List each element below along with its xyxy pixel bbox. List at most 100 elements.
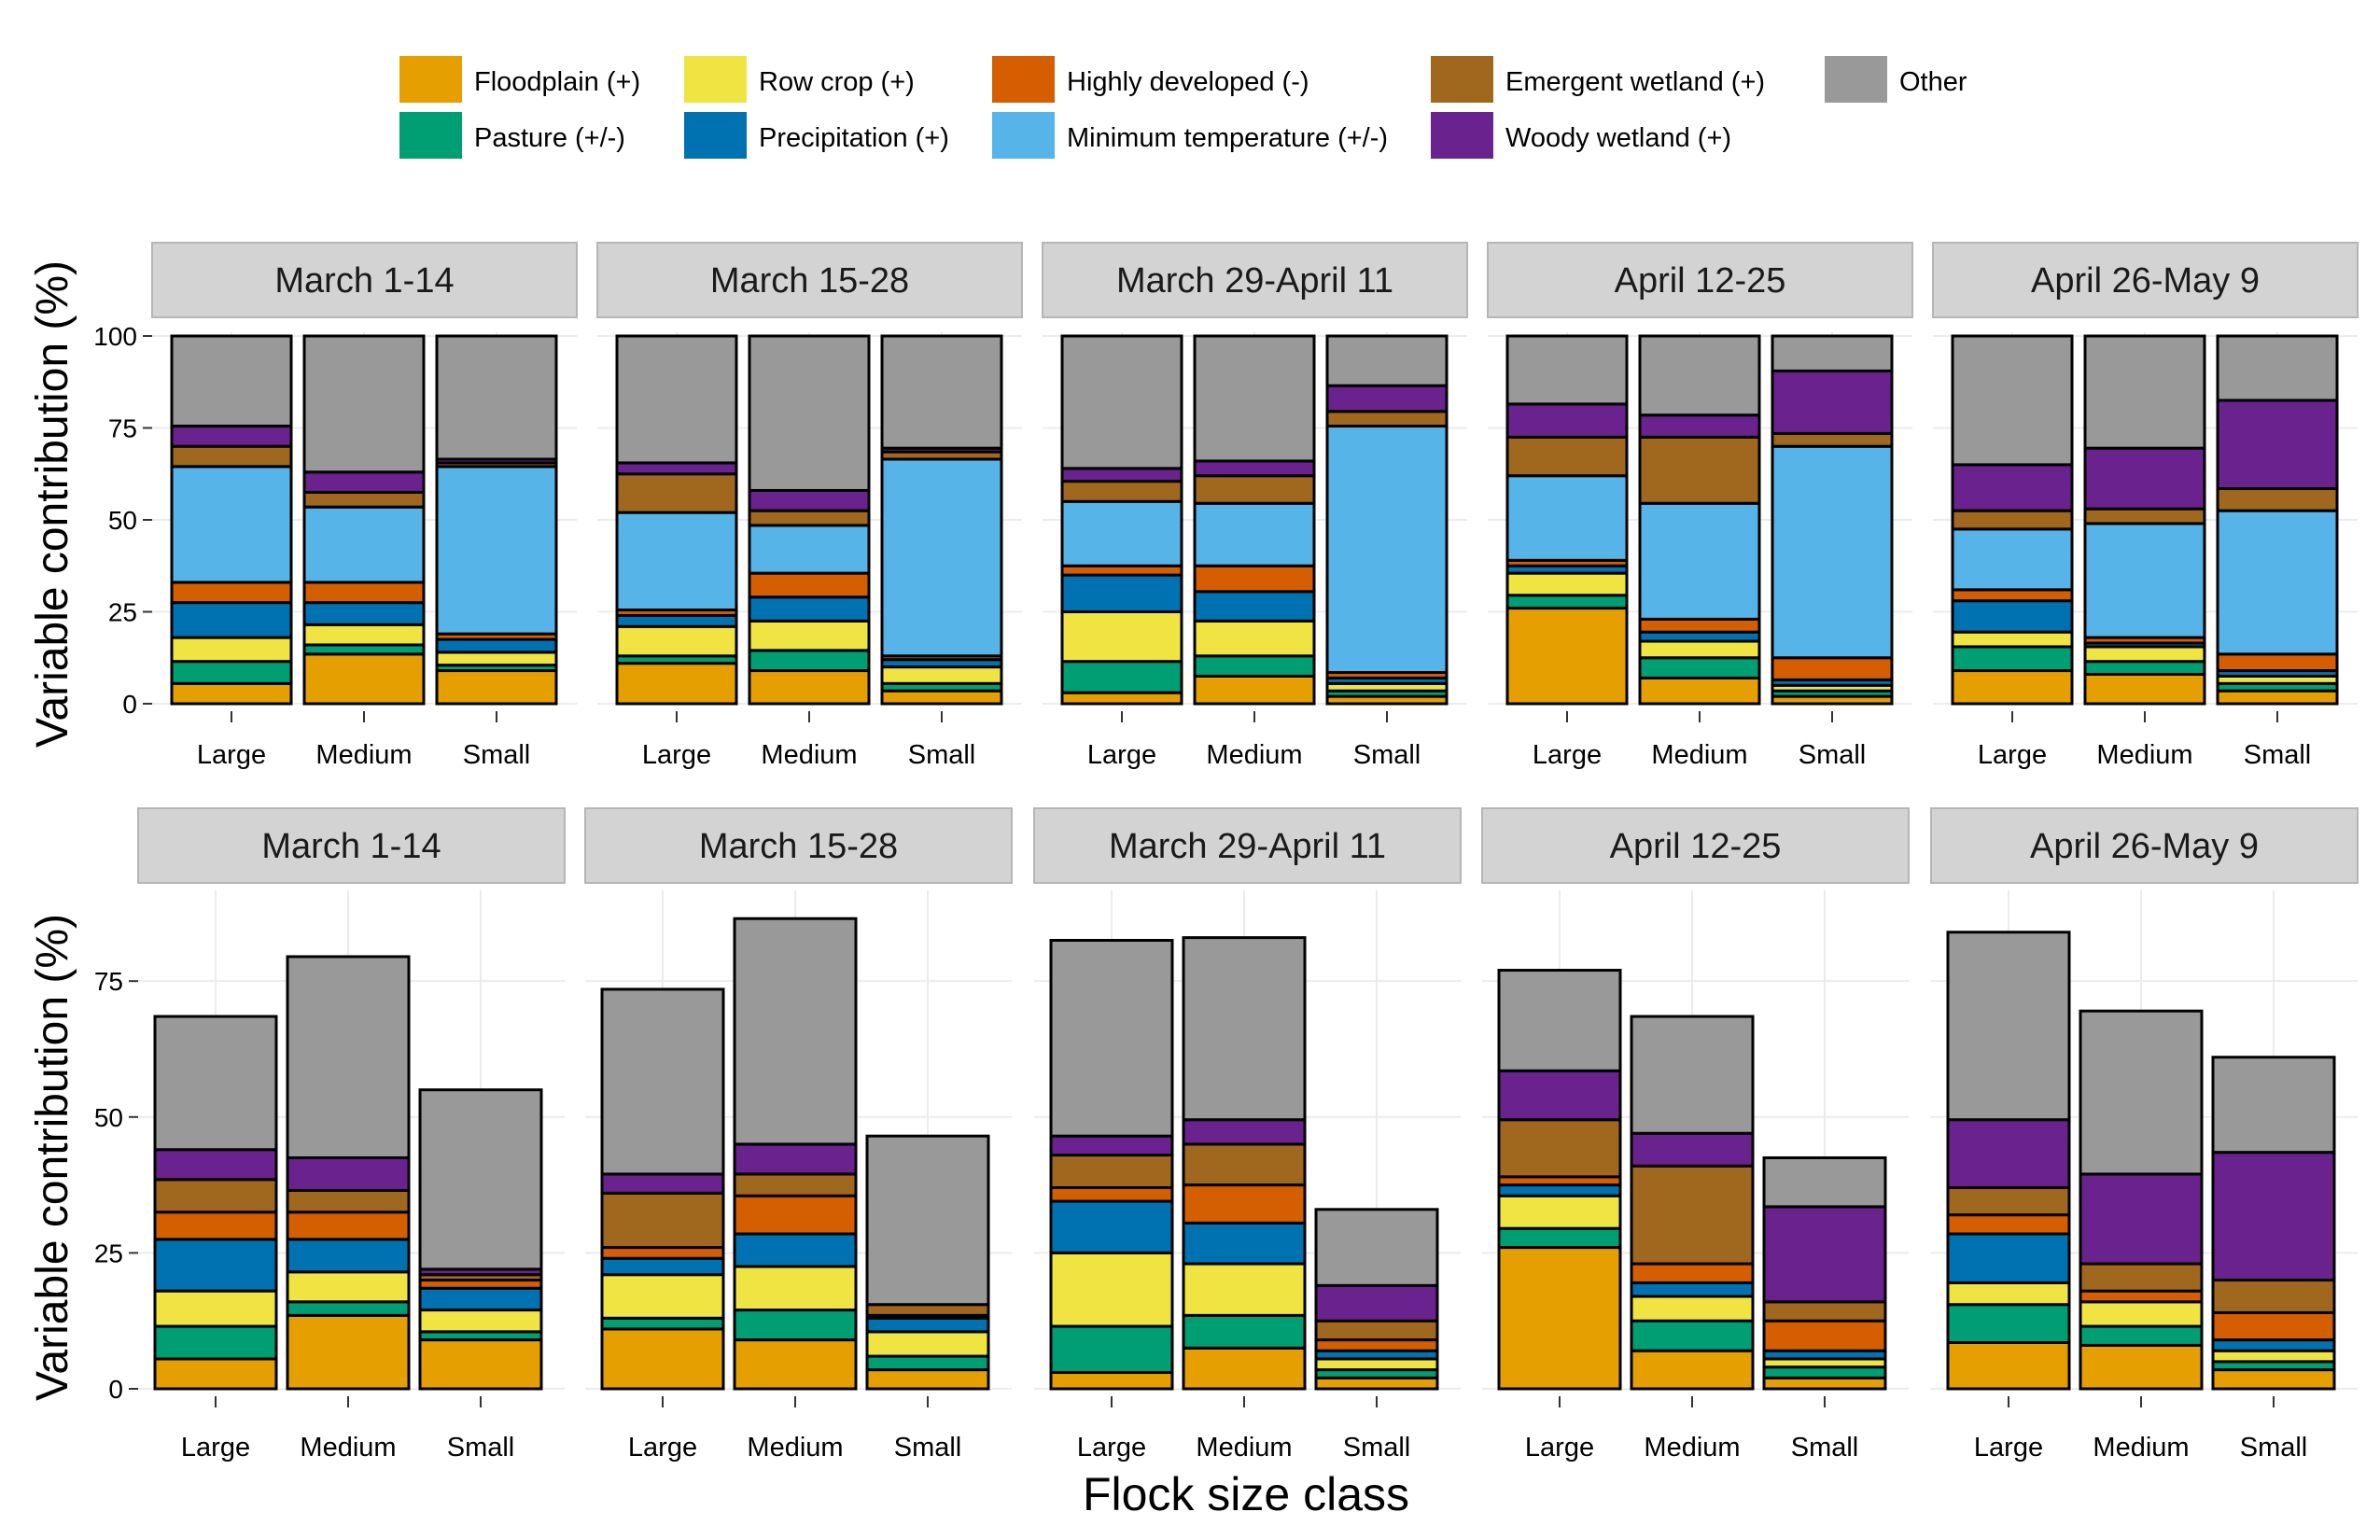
- bar-segment-emergent: [1193, 474, 1316, 505]
- bar-segment-mintemp: [1325, 425, 1449, 675]
- bar-segment-other: [1638, 334, 1761, 417]
- bar-segment-rowcrop: [865, 1330, 990, 1358]
- bar-segment-precip: [1049, 1199, 1174, 1254]
- legend-swatch-precip: [684, 112, 747, 159]
- x-tick-label: Small: [1343, 1433, 1411, 1463]
- legend-label-other: Other: [1899, 67, 1967, 97]
- bar-segment-highdev: [170, 581, 293, 605]
- bar-segment-floodplain: [1182, 1346, 1307, 1391]
- bar-segment-mintemp: [1505, 474, 1629, 562]
- bar-segment-emergent: [865, 1303, 990, 1317]
- bar-segment-pasture: [1505, 594, 1629, 610]
- bar-segment-woody: [600, 1172, 725, 1195]
- bar-segment-woody: [1314, 1283, 1439, 1323]
- bar-segment-highdev: [1638, 617, 1761, 634]
- bar-segment-emergent: [1497, 1118, 1622, 1179]
- x-tick-label: Medium: [315, 740, 412, 770]
- panel-title: March 1-14: [274, 261, 454, 301]
- legend-label-woody: Woody wetland (+): [1505, 123, 1731, 153]
- x-tick-label: Large: [1978, 740, 2047, 770]
- bar-segment-woody: [1325, 384, 1449, 413]
- bar-segment-pasture: [1762, 1365, 1887, 1379]
- bar-segment-woody: [2211, 1151, 2336, 1282]
- y-axis-label-bottom: Variable contribution (%): [28, 914, 77, 1401]
- bar-segment-rowcrop: [170, 636, 293, 664]
- bar-segment-pasture: [733, 1309, 858, 1342]
- bar-segment-floodplain: [733, 1338, 858, 1391]
- bar-segment-pasture: [1049, 1324, 1174, 1375]
- bar-segment-highdev: [1314, 1338, 1439, 1352]
- bar-segment-precip: [615, 613, 738, 628]
- bar-segment-woody: [1951, 463, 2074, 512]
- bar-segment-woody: [1497, 1069, 1622, 1122]
- bar-segment-floodplain: [153, 1357, 278, 1391]
- panel-strip: [137, 807, 566, 884]
- y-tick-label: 0: [122, 690, 137, 719]
- bar-segment-highdev: [153, 1211, 278, 1241]
- x-tick-label: Large: [1533, 740, 1602, 770]
- x-tick-label: Large: [197, 740, 266, 770]
- bar-segment-rowcrop: [1505, 571, 1629, 597]
- bar-segment-mintemp: [1193, 501, 1316, 567]
- x-tick-label: Small: [2244, 740, 2312, 770]
- y-tick-label: 75: [108, 414, 137, 443]
- bar-segment-other: [733, 917, 858, 1146]
- bar-segment-other: [170, 334, 293, 428]
- panel-bottom-0: March 1-14 0 25 50 75 Large Medium Small: [94, 807, 566, 1463]
- bar-segment-woody: [2079, 1172, 2204, 1266]
- bar-segment-floodplain: [170, 681, 293, 706]
- panel-top-1: March 15-28 Large Medium Small: [596, 242, 1023, 770]
- legend-swatch-other: [1825, 56, 1887, 103]
- bar-segment-highdev: [733, 1194, 858, 1236]
- bar-segment-woody: [170, 425, 293, 448]
- legend-label-highdev: Highly developed (-): [1067, 67, 1309, 97]
- bar-segment-pasture: [1638, 656, 1761, 679]
- bar-segment-pasture: [600, 1316, 725, 1331]
- bar-segment-woody: [1762, 1205, 1887, 1304]
- bar-segment-woody: [615, 461, 738, 476]
- y-tick-label: 25: [108, 598, 137, 627]
- x-tick-label: Large: [1077, 1433, 1146, 1463]
- bar-segment-emergent: [615, 472, 738, 514]
- legend-label-mintemp: Minimum temperature (+/-): [1067, 123, 1388, 153]
- legend-swatch-floodplain: [399, 56, 462, 103]
- bar-segment-other: [1049, 939, 1174, 1138]
- bar-segment-floodplain: [1193, 674, 1316, 706]
- bar-segment-highdev: [1951, 588, 2074, 603]
- bar-segment-other: [2216, 334, 2339, 402]
- x-tick-label: Small: [908, 740, 976, 770]
- panel-title: March 1-14: [261, 827, 441, 866]
- panel-title: April 26-May 9: [2031, 261, 2260, 301]
- bar-segment-other: [1505, 334, 1629, 406]
- bar-segment-highdev: [2211, 1310, 2336, 1342]
- bar-segment-rowcrop: [1497, 1194, 1622, 1230]
- bar-segment-other: [615, 334, 738, 465]
- legend-label-emergent: Emergent wetland (+): [1505, 67, 1765, 97]
- bar-segment-rowcrop: [1946, 1281, 2071, 1307]
- bar-segment-emergent: [1762, 1300, 1887, 1323]
- bar-segment-floodplain: [1762, 1376, 1887, 1391]
- bar-segment-rowcrop: [2079, 1300, 2204, 1328]
- bar-segment-emergent: [1505, 435, 1629, 478]
- panel-strip: [584, 807, 1013, 884]
- legend-label-floodplain: Floodplain (+): [474, 67, 640, 97]
- bar-segment-floodplain: [1060, 691, 1183, 706]
- bar-segment-emergent: [302, 490, 426, 509]
- bar-segment-pasture: [2083, 660, 2206, 676]
- bar-segment-woody: [1060, 467, 1183, 483]
- bar-segment-other: [1497, 969, 1622, 1072]
- legend-swatch-rowcrop: [684, 56, 747, 103]
- bar-segment-rowcrop: [1630, 1295, 1755, 1323]
- panel-title: March 29-April 11: [1116, 261, 1393, 301]
- bar-segment-other: [1771, 334, 1894, 372]
- bar-segment-precip: [153, 1238, 278, 1293]
- bar-segment-mintemp: [2216, 509, 2339, 656]
- bar-segment-other: [2211, 1056, 2336, 1155]
- bar-segment-woody: [2216, 399, 2339, 491]
- bar-segment-floodplain: [286, 1313, 411, 1391]
- legend-swatch-woody: [1431, 112, 1493, 159]
- bar-segment-rowcrop: [2211, 1349, 2336, 1364]
- bar-segment-highdev: [1762, 1319, 1887, 1352]
- bar-segment-woody: [1505, 402, 1629, 439]
